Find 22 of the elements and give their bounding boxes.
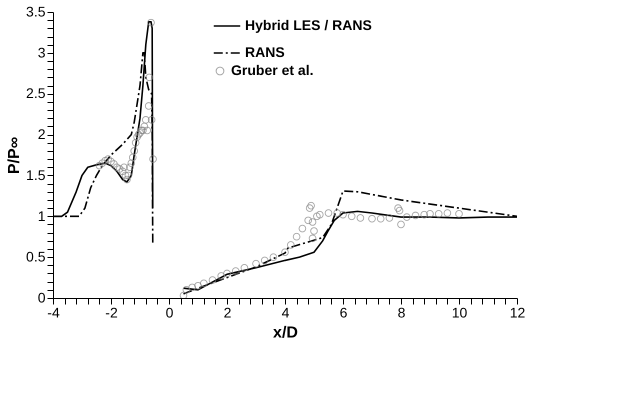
y-tick-label: 3.5 bbox=[26, 4, 46, 20]
x-tick-label: 12 bbox=[510, 304, 526, 320]
y-tick-label: 1 bbox=[38, 208, 46, 224]
y-tick-label: 2 bbox=[38, 126, 46, 142]
y-tick-label: 3 bbox=[38, 44, 46, 60]
y-tick-label: 0 bbox=[38, 290, 46, 306]
x-tick-label: 10 bbox=[452, 304, 468, 320]
y-tick-label: 1.5 bbox=[26, 166, 46, 183]
legend-label: Hybrid LES / RANS bbox=[245, 17, 372, 33]
y-axis-title: P/P∞ bbox=[6, 136, 24, 174]
x-tick-label: 8 bbox=[398, 304, 406, 320]
legend-label: RANS bbox=[245, 44, 285, 60]
legend-label: Gruber et al. bbox=[231, 62, 314, 78]
x-tick-label: 6 bbox=[340, 304, 348, 320]
y-tick-label: 0.5 bbox=[26, 248, 46, 265]
x-tick-label: 0 bbox=[166, 304, 174, 320]
x-tick-label: -4 bbox=[47, 304, 60, 320]
x-tick-label: -2 bbox=[105, 304, 118, 320]
x-tick-label: 2 bbox=[224, 304, 232, 320]
x-tick-label: 4 bbox=[282, 304, 290, 320]
x-axis-title: x/D bbox=[273, 324, 298, 342]
y-tick-label: 2.5 bbox=[26, 85, 46, 102]
